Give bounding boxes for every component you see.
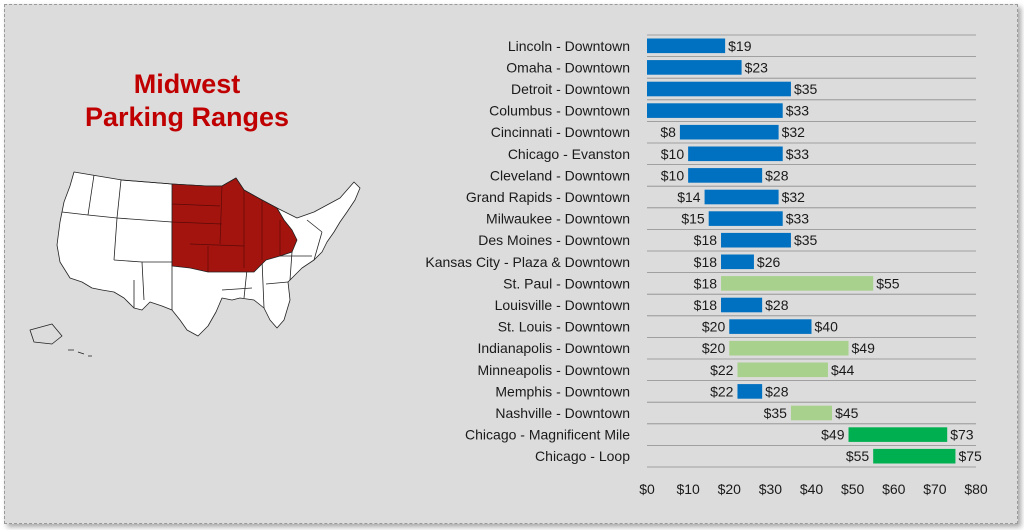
category-label: St. Paul - Downtown [503,275,630,291]
low-value-label: $22 [710,383,734,399]
x-tick-label: $60 [882,481,906,497]
low-value-label: $35 [764,405,788,421]
range-bar [679,124,779,140]
range-bar [737,362,828,378]
range-bar [708,211,783,226]
low-value-label: $10 [661,167,685,183]
range-bar [704,189,779,205]
x-tick-label: $30 [759,481,783,497]
category-label: Milwaukee - Downtown [486,211,630,227]
low-value-label: $20 [702,319,726,335]
range-bar [729,319,812,334]
x-tick-label: $50 [841,481,865,497]
low-value-label: $22 [710,362,734,378]
low-value-label: $18 [694,232,718,248]
high-value-label: $33 [786,103,810,119]
low-value-label: $15 [681,211,705,227]
category-label: Kansas City - Plaza & Downtown [425,254,630,270]
low-value-label: $18 [694,297,718,313]
low-value-label: $55 [846,448,870,464]
x-tick-label: $10 [676,481,700,497]
range-bar [873,448,956,464]
category-label: Nashville - Downtown [495,405,630,421]
high-value-label: $32 [782,124,806,140]
high-value-label: $28 [765,297,789,313]
high-value-label: $45 [835,405,859,421]
map-title-line-1: Midwest [133,69,241,99]
high-value-label: $23 [745,59,769,75]
low-value-label: $8 [660,124,676,140]
range-bar [688,146,783,162]
category-label: Minneapolis - Downtown [477,362,630,378]
category-label: Indianapolis - Downtown [477,340,630,356]
high-value-label: $55 [876,275,900,291]
range-bar [647,38,726,54]
range-bar [647,103,783,118]
low-value-label: $18 [694,254,718,270]
category-label: Detroit - Downtown [511,81,630,97]
category-label: Cincinnati - Downtown [491,124,630,140]
low-value-label: $14 [677,189,701,205]
high-value-label: $40 [815,319,839,335]
low-value-label: $49 [821,427,845,443]
category-label: St. Louis - Downtown [498,319,630,335]
category-label: Louisville - Downtown [495,297,630,313]
high-value-label: $26 [757,254,781,270]
x-tick-label: $20 [718,481,742,497]
range-bar [790,405,833,421]
high-value-label: $49 [852,340,876,356]
category-label: Grand Rapids - Downtown [466,189,630,205]
category-label: Columbus - Downtown [489,103,630,119]
low-value-label: $18 [694,275,718,291]
high-value-label: $35 [794,232,818,248]
x-tick-label: $40 [800,481,824,497]
high-value-label: $35 [794,81,818,97]
category-label: Lincoln - Downtown [508,38,630,54]
range-bar [647,60,742,75]
range-bar [721,276,874,291]
range-bar [721,232,791,248]
x-tick-label: $80 [964,481,988,497]
range-bar [737,384,763,399]
us-map [29,171,361,357]
high-value-label: $28 [765,167,789,183]
category-label: Memphis - Downtown [495,383,630,399]
map-title-line-2: Parking Ranges [84,102,290,132]
range-bar [721,254,754,270]
range-bar [688,168,763,183]
x-tick-label: $0 [639,481,655,497]
high-value-label: $44 [831,362,855,378]
x-tick-label: $70 [923,481,947,497]
category-label: Omaha - Downtown [506,59,630,75]
low-value-label: $20 [702,340,726,356]
midwest-states [171,177,298,273]
category-label: Des Moines - Downtown [478,232,630,248]
high-value-label: $75 [958,448,982,464]
category-label: Chicago - Magnificent Mile [465,427,630,443]
low-value-label: $10 [661,146,685,162]
map-title: Midwest Parking Ranges [52,68,322,134]
category-label: Chicago - Evanston [508,146,630,162]
range-bar [721,297,763,313]
high-value-label: $32 [782,189,806,205]
category-label: Cleveland - Downtown [490,167,630,183]
high-value-label: $19 [728,38,752,54]
range-bar [848,427,948,442]
high-value-label: $33 [786,211,810,227]
high-value-label: $28 [765,383,789,399]
range-bar [647,81,791,97]
range-bar [729,340,849,356]
high-value-label: $73 [950,427,974,443]
high-value-label: $33 [786,146,810,162]
category-label: Chicago - Loop [535,448,630,464]
